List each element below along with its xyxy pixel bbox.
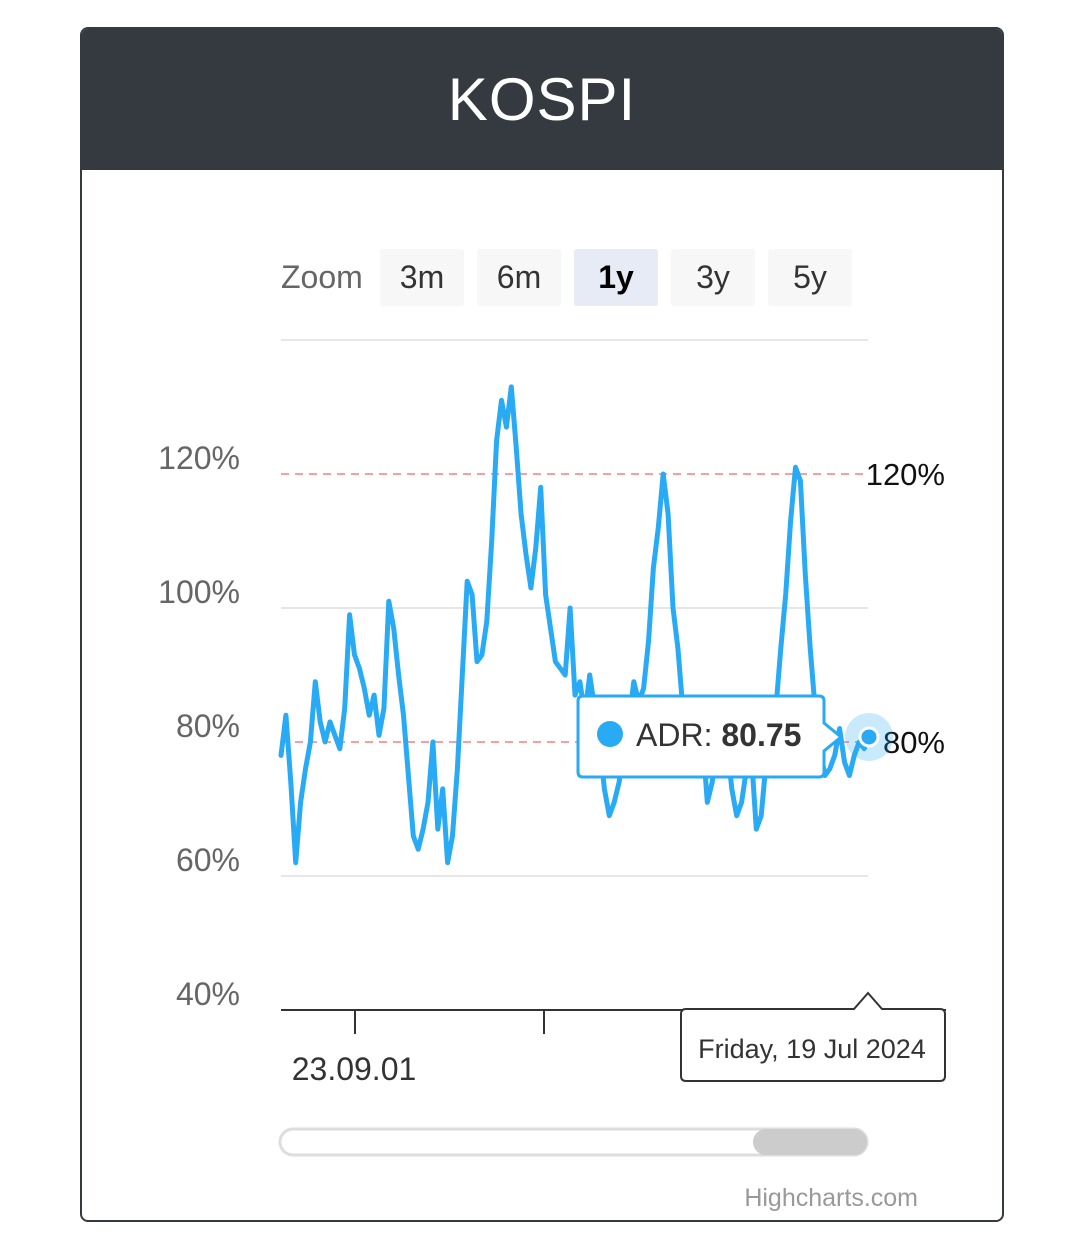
crosshair-date-label: Friday, 19 Jul 2024 bbox=[680, 991, 946, 1082]
date-label-text: Friday, 19 Jul 2024 bbox=[698, 1034, 926, 1064]
y-axis-label: 120% bbox=[158, 440, 240, 476]
zoom-button-label: 6m bbox=[497, 259, 541, 295]
zoom-button-5y[interactable] bbox=[768, 249, 852, 306]
series-line-adr bbox=[278, 384, 872, 866]
tooltip-series-dot bbox=[597, 721, 623, 747]
hover-point-marker[interactable] bbox=[858, 726, 880, 748]
zoom-button-3y[interactable] bbox=[671, 249, 755, 306]
tooltip: ADR: 80.75 bbox=[576, 694, 844, 779]
zoom-button-label: 5y bbox=[793, 259, 827, 295]
date-label-box bbox=[680, 991, 946, 1082]
zoom-button-1y[interactable] bbox=[574, 249, 658, 306]
tooltip-series-name: ADR bbox=[636, 717, 704, 753]
tooltip-separator: : bbox=[704, 717, 722, 753]
zoom-button-6m[interactable] bbox=[477, 249, 561, 306]
y-axis-labels: 40% 60% 80% 100% 120% bbox=[158, 440, 240, 1012]
zoom-button-label: 3m bbox=[400, 259, 444, 295]
plot-line-label: 120% bbox=[866, 457, 945, 492]
svg-text:ADR: 80.75: ADR: 80.75 bbox=[636, 717, 801, 753]
zoom-button-label: 1y bbox=[598, 259, 634, 295]
y-axis-label: 100% bbox=[158, 574, 240, 610]
zoom-button-3m[interactable] bbox=[380, 249, 464, 306]
tooltip-box bbox=[576, 694, 844, 779]
x-axis-tick-label: 23.09.01 bbox=[292, 1051, 417, 1087]
tooltip-value: 80.75 bbox=[721, 717, 801, 753]
y-axis-label: 40% bbox=[176, 976, 240, 1012]
zoom-button-label: 3y bbox=[696, 259, 730, 295]
plot-line-label: 80% bbox=[883, 725, 945, 760]
grid-lines bbox=[281, 339, 868, 877]
range-selector: Zoom 3m 6m 1y 3y 5y bbox=[281, 249, 852, 306]
plot-lines: 120% 80% bbox=[281, 457, 945, 760]
y-axis-label: 60% bbox=[176, 842, 240, 878]
credits-link[interactable]: Highcharts.com bbox=[744, 1184, 918, 1212]
scrollbar-thumb[interactable] bbox=[753, 1129, 867, 1155]
card-title: KOSPI bbox=[447, 66, 637, 133]
zoom-label: Zoom bbox=[281, 259, 363, 295]
y-axis-label: 80% bbox=[176, 708, 240, 744]
chart-card: KOSPI bbox=[80, 27, 1004, 1222]
card-header: KOSPI bbox=[82, 29, 1002, 170]
